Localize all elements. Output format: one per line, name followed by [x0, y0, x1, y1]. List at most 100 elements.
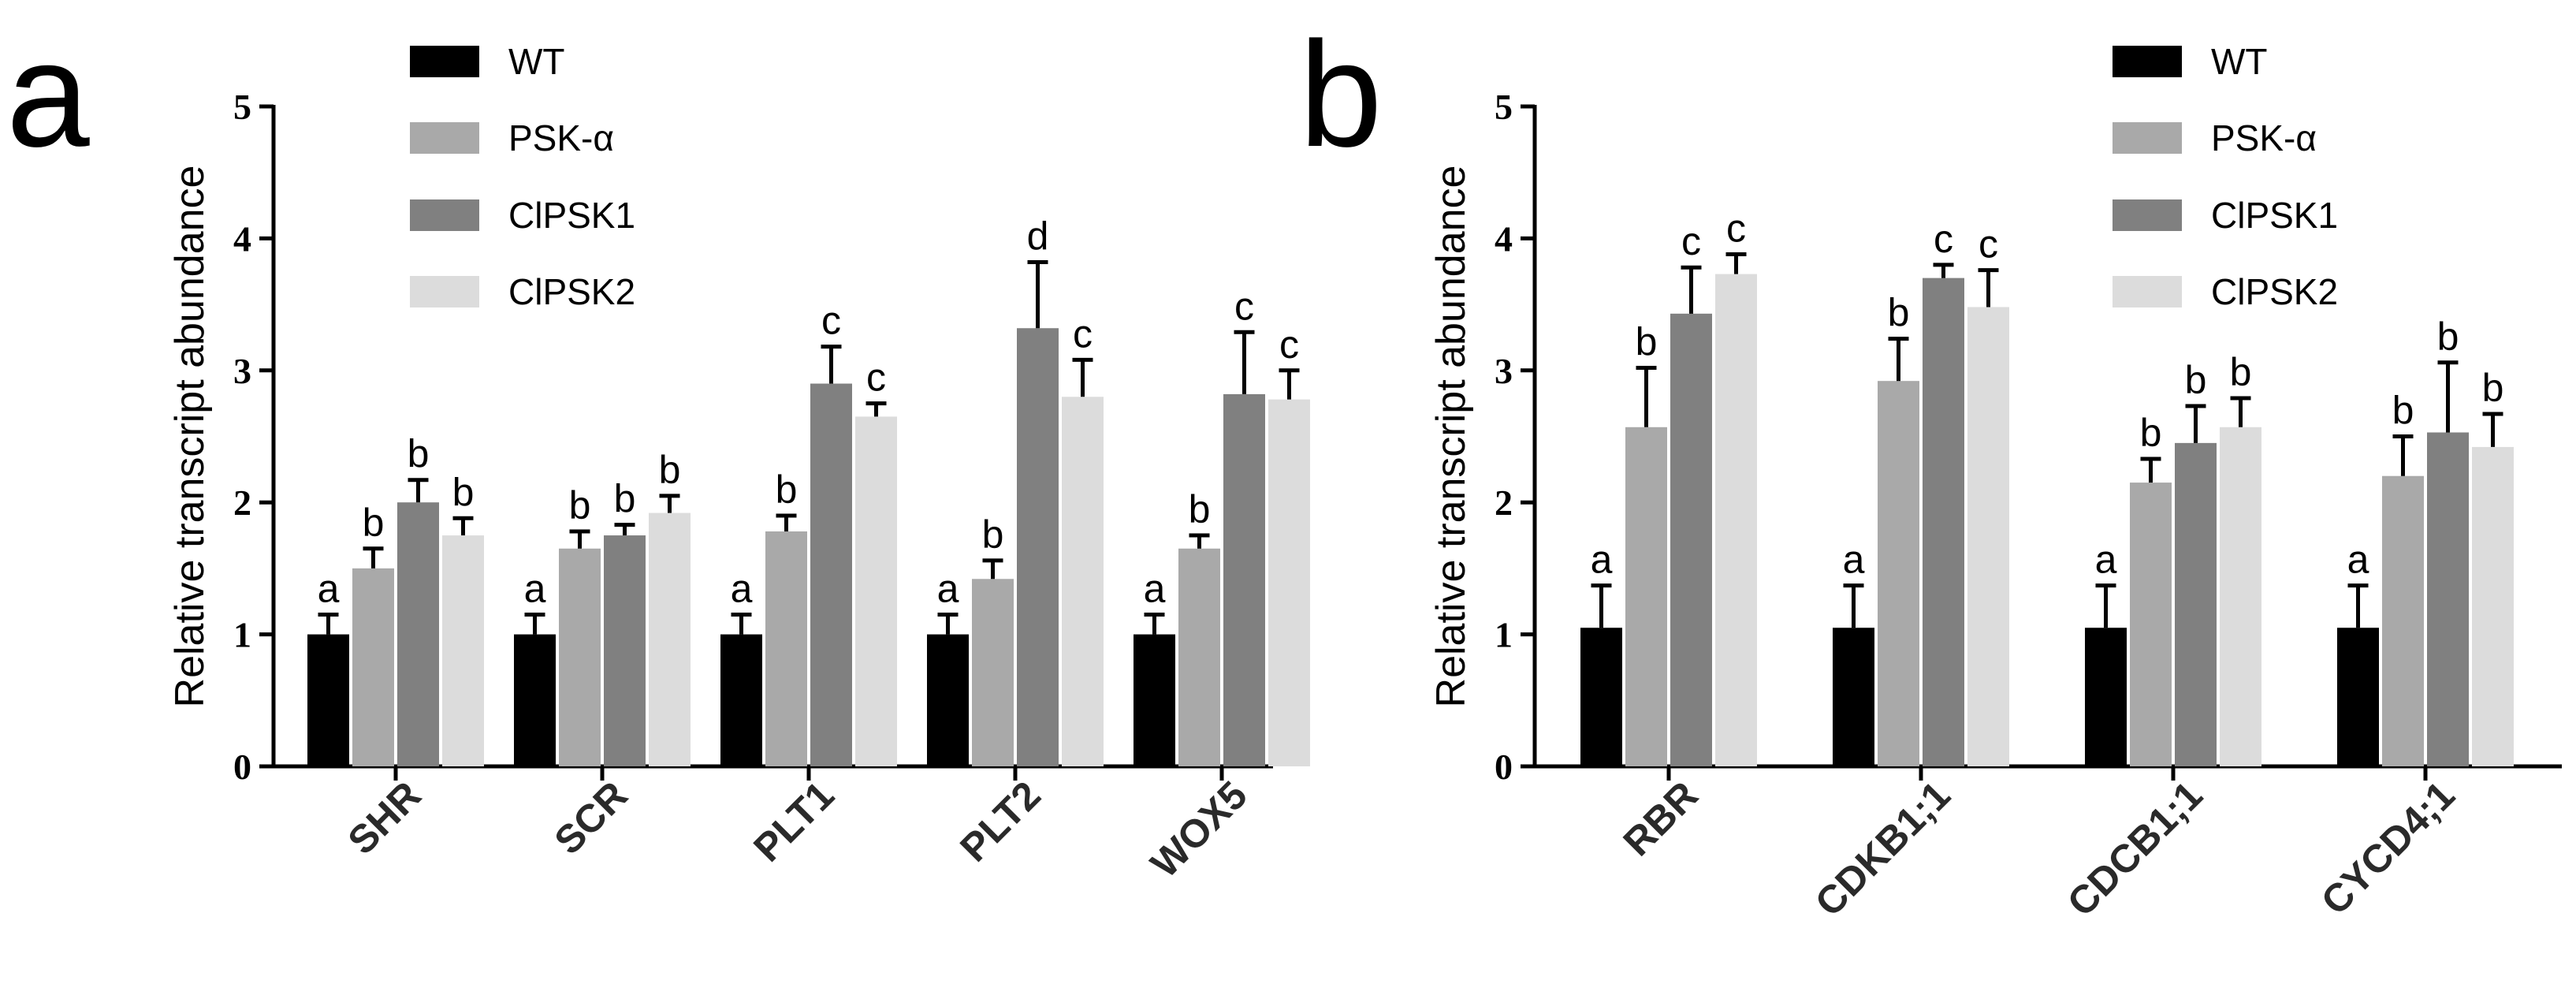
x-category-label: CYCD4;1	[2313, 773, 2463, 923]
significance-label: b	[776, 468, 798, 512]
significance-label: a	[2095, 538, 2117, 582]
bar-RBR-PSK-α	[1625, 427, 1667, 766]
significance-label: b	[659, 448, 681, 492]
y-tick-label: 1	[233, 615, 251, 655]
bar-PLT2-ClPSK1	[1017, 328, 1059, 766]
y-tick-label: 0	[233, 747, 251, 787]
bar-CDCB1;1-ClPSK2	[2220, 427, 2261, 766]
significance-label: b	[363, 501, 385, 545]
legend-label: PSK-α	[2211, 117, 2317, 158]
significance-label: a	[1144, 566, 1166, 610]
bar-SHR-ClPSK1	[397, 502, 439, 766]
legend-swatch-ClPSK2	[2113, 276, 2182, 307]
significance-label: b	[1636, 319, 1658, 363]
x-category-label: CDCB1;1	[2059, 773, 2211, 925]
significance-label: b	[2437, 315, 2459, 359]
significance-label: a	[1843, 538, 1865, 582]
legend-label: WT	[508, 41, 565, 82]
bar-CYCD4;1-ClPSK1	[2427, 432, 2469, 766]
legend-label: ClPSK2	[508, 271, 635, 312]
bar-PLT1-PSK-α	[765, 531, 807, 766]
bar-CDKB1;1-WT	[1833, 628, 1874, 766]
x-category-label: PLT2	[951, 773, 1048, 870]
panel-label: a	[6, 11, 90, 178]
y-tick-label: 0	[1495, 747, 1513, 787]
x-category-label: RBR	[1615, 773, 1707, 864]
legend-swatch-ClPSK1	[2113, 199, 2182, 231]
bar-PLT2-PSK-α	[972, 579, 1014, 766]
y-tick-label: 3	[233, 351, 251, 391]
bar-WOX5-ClPSK2	[1268, 399, 1310, 766]
bar-CDCB1;1-WT	[2085, 628, 2127, 766]
legend-swatch-WT	[2113, 46, 2182, 77]
x-category-label: PLT1	[745, 773, 842, 870]
x-category-label: WOX5	[1142, 773, 1256, 886]
y-tick-label: 2	[233, 483, 251, 523]
bar-WOX5-WT	[1134, 634, 1175, 766]
bar-SHR-PSK-α	[352, 568, 394, 766]
bar-CDKB1;1-ClPSK1	[1923, 278, 1964, 766]
y-tick-label: 3	[1495, 351, 1513, 391]
significance-label: c	[1934, 217, 1953, 261]
bar-PLT1-ClPSK1	[810, 383, 852, 766]
significance-label: b	[2482, 366, 2504, 410]
y-tick-label: 4	[1495, 218, 1513, 259]
significance-label: b	[408, 432, 430, 476]
bar-SCR-ClPSK1	[604, 535, 646, 766]
bar-SHR-WT	[307, 634, 349, 766]
bar-PLT2-WT	[927, 634, 969, 766]
significance-label: c	[821, 299, 841, 343]
legend-label: ClPSK1	[2211, 195, 2338, 236]
bar-RBR-ClPSK2	[1715, 274, 1757, 766]
legend-swatch-PSK-α	[410, 122, 479, 154]
significance-label: b	[2140, 411, 2162, 455]
significance-label: c	[1279, 322, 1299, 367]
y-tick-label: 2	[1495, 483, 1513, 523]
significance-label: d	[1027, 214, 1049, 259]
y-tick-label: 5	[233, 87, 251, 127]
legend-label: WT	[2211, 41, 2268, 82]
significance-label: b	[1189, 487, 1211, 531]
bar-WOX5-PSK-α	[1178, 548, 1220, 766]
bar-CYCD4;1-WT	[2337, 628, 2379, 766]
bar-PLT1-WT	[720, 634, 762, 766]
legend-label: ClPSK2	[2211, 271, 2338, 312]
significance-label: c	[1234, 284, 1254, 328]
significance-label: b	[982, 512, 1004, 557]
bar-SCR-PSK-α	[559, 548, 601, 766]
bar-CDCB1;1-ClPSK1	[2175, 442, 2217, 766]
significance-label: a	[1591, 538, 1613, 582]
significance-label: c	[1726, 206, 1746, 250]
significance-label: a	[731, 566, 753, 610]
significance-label: a	[524, 566, 546, 610]
legend-label: ClPSK1	[508, 195, 635, 236]
bar-SCR-WT	[514, 634, 556, 766]
bar-RBR-ClPSK1	[1670, 313, 1712, 766]
significance-label: a	[318, 566, 340, 610]
bar-CYCD4;1-PSK-α	[2382, 475, 2424, 766]
significance-label: b	[2392, 389, 2414, 433]
x-category-label: CDKB1;1	[1807, 773, 1959, 925]
y-tick-label: 1	[1495, 615, 1513, 655]
x-category-label: SCR	[546, 773, 636, 863]
bar-PLT1-ClPSK2	[855, 416, 897, 766]
y-axis-title: Relative transcript abundance	[167, 166, 213, 708]
significance-label: b	[569, 483, 591, 527]
legend-swatch-WT	[410, 46, 479, 77]
bar-RBR-WT	[1580, 628, 1622, 766]
y-tick-label: 4	[233, 218, 251, 259]
x-category-label: SHR	[340, 773, 430, 863]
significance-label: a	[2347, 538, 2369, 582]
bar-CDCB1;1-PSK-α	[2130, 483, 2172, 766]
significance-label: c	[866, 356, 886, 400]
bar-CDKB1;1-PSK-α	[1878, 381, 1919, 766]
bar-SHR-ClPSK2	[442, 535, 484, 766]
significance-label: c	[1073, 311, 1093, 356]
legend-swatch-ClPSK1	[410, 199, 479, 231]
significance-label: b	[1888, 291, 1910, 335]
y-tick-label: 5	[1495, 87, 1513, 127]
significance-label: b	[2230, 350, 2252, 394]
